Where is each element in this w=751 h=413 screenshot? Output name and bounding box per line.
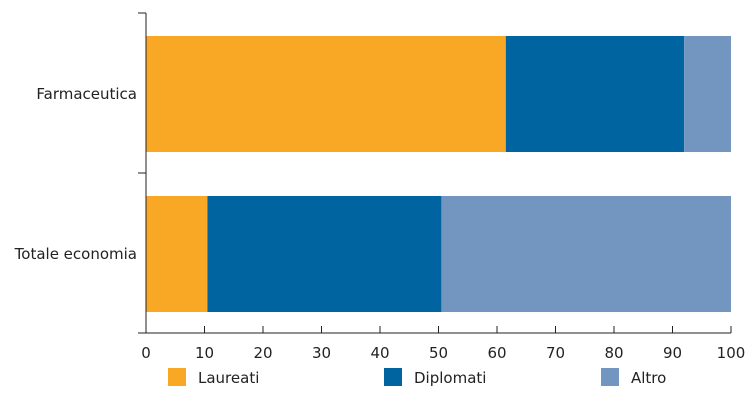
x-tick-label-80: 80 <box>604 344 623 362</box>
legend: Laureati Diplomati Altro <box>168 368 666 387</box>
legend-label-altro: Altro <box>631 369 666 387</box>
legend-label-laureati: Laureati <box>198 369 259 387</box>
bar-farmaceutica-diplomati <box>505 36 685 152</box>
bar-totale-economia-altro <box>441 196 731 312</box>
category-label-totale-economia: Totale economia <box>14 245 137 263</box>
x-tick-label-0: 0 <box>141 344 151 362</box>
bar-totale-economia-diplomati <box>207 196 442 312</box>
legend-label-diplomati: Diplomati <box>414 369 486 387</box>
bar-totale-economia-laureati <box>146 196 208 312</box>
x-tick-label-20: 20 <box>253 344 272 362</box>
x-axis-ticks: 0 10 20 30 40 50 60 70 80 90 100 <box>141 326 745 362</box>
x-tick-label-70: 70 <box>546 344 565 362</box>
x-tick-label-90: 90 <box>663 344 682 362</box>
x-tick-label-50: 50 <box>429 344 448 362</box>
bars-group <box>146 36 731 312</box>
x-tick-label-30: 30 <box>312 344 331 362</box>
x-tick-label-10: 10 <box>195 344 214 362</box>
legend-swatch-laureati <box>168 368 186 386</box>
category-labels: Farmaceutica Totale economia <box>14 85 137 263</box>
bar-farmaceutica-altro <box>684 36 731 152</box>
bar-farmaceutica-laureati <box>146 36 506 152</box>
x-tick-label-40: 40 <box>370 344 389 362</box>
legend-swatch-altro <box>601 368 619 386</box>
category-label-farmaceutica: Farmaceutica <box>36 85 137 103</box>
x-tick-label-100: 100 <box>717 344 746 362</box>
x-tick-label-60: 60 <box>487 344 506 362</box>
legend-swatch-diplomati <box>384 368 402 386</box>
